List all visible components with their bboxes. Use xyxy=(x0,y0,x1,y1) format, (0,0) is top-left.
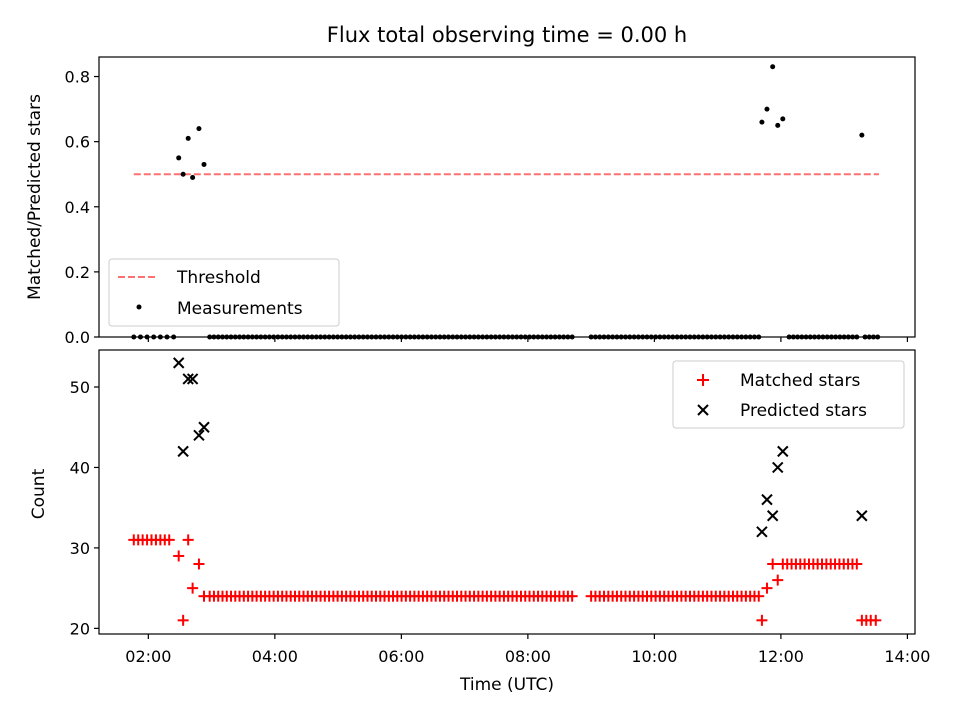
measurements-legend-label: Measurements xyxy=(177,299,303,319)
predicted-stars-point xyxy=(756,526,768,538)
matched-stars-point xyxy=(566,590,578,602)
matched-legend-swatch xyxy=(697,374,709,386)
threshold-legend-label: Threshold xyxy=(176,268,261,288)
matched-stars-point xyxy=(767,558,779,570)
measurement-point xyxy=(190,174,196,180)
matched-stars-point xyxy=(182,534,194,546)
ratio-legend-box xyxy=(108,258,340,327)
predicted-stars-point xyxy=(198,421,210,433)
predicted-stars-point xyxy=(172,357,185,369)
chart-title: Flux total observing time = 0.00 h xyxy=(327,23,687,47)
measurement-point xyxy=(859,132,865,138)
x-axis-label: Time (UTC) xyxy=(459,675,554,695)
ratio-y-tick-label: 0.0 xyxy=(65,328,90,347)
measurement-point xyxy=(201,161,207,167)
matched-stars-point xyxy=(187,582,199,594)
count-x-tick-label: 10:00 xyxy=(631,647,677,666)
predicted-stars-point xyxy=(856,510,868,522)
predicted-stars-stroke-b xyxy=(766,510,779,522)
predicted-legend-swatch xyxy=(697,404,709,416)
matched-legend-label: Matched stars xyxy=(740,371,860,391)
predicted-stars-stroke-b xyxy=(186,373,199,385)
predicted-stars-stroke-b xyxy=(772,461,784,474)
predicted-stars-point xyxy=(777,445,789,458)
measurement-point xyxy=(185,135,191,141)
count-y-axis-label: Count xyxy=(29,468,49,519)
predicted-stars-stroke-b xyxy=(777,445,789,458)
matched-stars-point xyxy=(870,614,882,626)
measurement-point xyxy=(780,116,786,122)
predicted-stars-stroke-b xyxy=(756,526,768,538)
measurement-point xyxy=(180,171,186,177)
count-y-tick-label: 20 xyxy=(70,619,90,638)
count-plot-frame xyxy=(98,349,916,635)
matched-stars-point xyxy=(177,614,189,626)
count-x-tick-label: 12:00 xyxy=(758,647,804,666)
predicted-stars-point xyxy=(177,445,189,458)
count-x-tick-label: 06:00 xyxy=(378,647,424,666)
count-y-tick-label: 40 xyxy=(70,458,90,477)
count-y-tick-label: 30 xyxy=(70,539,90,558)
measurements-legend-swatch xyxy=(136,304,142,310)
matched-stars-point xyxy=(756,614,768,626)
predicted-stars-point xyxy=(193,429,205,441)
measurement-point xyxy=(176,155,182,161)
ratio-legend: Threshold Measurements xyxy=(108,258,340,327)
predicted-stars-point xyxy=(182,373,194,385)
matched-stars-point xyxy=(163,534,175,546)
measurement-point xyxy=(196,126,202,132)
predicted-stars-point xyxy=(766,510,779,522)
matched-stars-point xyxy=(193,558,205,570)
predicted-stars-stroke-b xyxy=(198,421,210,433)
predicted-stars-stroke-b xyxy=(177,445,189,458)
predicted-stars-point xyxy=(186,373,199,385)
matched-stars-point xyxy=(772,574,784,586)
measurement-point xyxy=(775,122,781,128)
predicted-stars-stroke-b xyxy=(182,373,194,385)
predicted-stars-point xyxy=(761,493,773,506)
ratio-plot-frame xyxy=(98,56,916,338)
measurement-point xyxy=(764,106,770,112)
ratio-y-tick-label: 0.2 xyxy=(65,263,90,282)
ratio-y-tick-label: 0.4 xyxy=(65,198,90,217)
ratio-y-tick-label: 0.6 xyxy=(65,133,90,152)
ratio-y-tick-label: 0.8 xyxy=(65,68,90,87)
ratio-y-axis-label: Matched/Predicted stars xyxy=(25,94,45,300)
measurement-point xyxy=(770,64,776,70)
matched-stars-point xyxy=(753,590,765,602)
matched-stars-point xyxy=(851,558,863,570)
predicted-stars-stroke-b xyxy=(761,493,773,506)
count-x-tick-label: 14:00 xyxy=(884,647,930,666)
matched-stars-point xyxy=(173,550,185,562)
matched-stars-point xyxy=(761,582,773,594)
predicted-legend-label: Predicted stars xyxy=(740,401,867,421)
predicted-stars-point xyxy=(772,461,784,474)
count-legend-box xyxy=(672,360,905,429)
predicted-stars-stroke-b xyxy=(856,510,868,522)
predicted-stars-stroke-b xyxy=(172,357,185,369)
count-x-tick-label: 02:00 xyxy=(125,647,171,666)
count-x-tick-label: 08:00 xyxy=(505,647,551,666)
count-plot: 20 30 40 50 02:00 04:00 06:00 08:00 10:00 12:00 14… xyxy=(70,357,930,666)
count-legend: Matched stars Predicted stars xyxy=(672,360,905,429)
predicted-stars-stroke-b xyxy=(193,429,205,441)
count-x-tick-label: 04:00 xyxy=(252,647,298,666)
count-y-tick-label: 50 xyxy=(70,378,90,397)
measurement-point xyxy=(759,119,765,125)
